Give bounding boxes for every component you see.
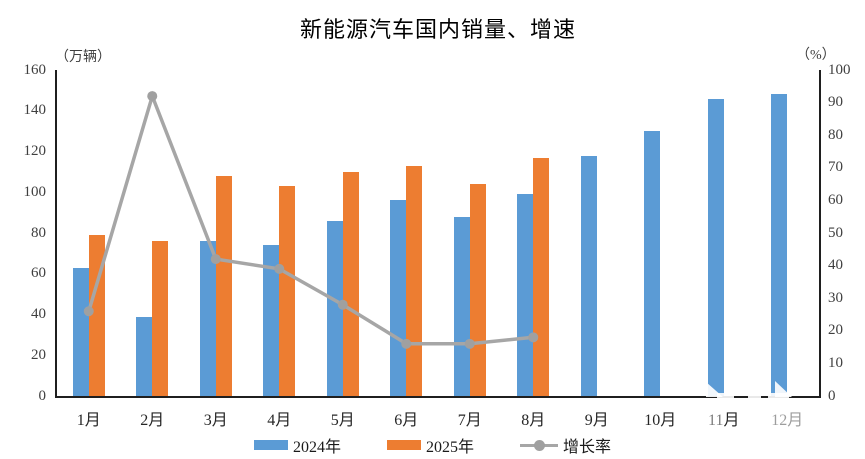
right-axis-tick-label: 80 (828, 126, 843, 143)
chart-title: 新能源汽车国内销量、增速 (299, 17, 576, 42)
left-axis-tick-label: 0 (38, 387, 47, 404)
legend: 2024年 2025年 增长率 (0, 433, 865, 457)
legend-label: 2025年 (425, 439, 474, 456)
left-axis-tick-label: 140 (23, 102, 47, 119)
x-axis-label: 10月 (644, 412, 677, 429)
watermark-shape (717, 393, 734, 402)
bar-2024年-4月 (263, 245, 280, 396)
watermark-shape (748, 393, 761, 402)
growth-rate-point (147, 91, 158, 102)
bar-2025年-2月 (152, 241, 169, 396)
bar-2024年-2月 (136, 316, 153, 396)
x-axis-label: 6月 (394, 412, 419, 429)
bar-2024年-5月 (326, 220, 343, 396)
bar-2025年-3月 (215, 175, 232, 396)
x-axis-label: 1月 (76, 412, 101, 429)
x-axis-label: 8月 (521, 412, 546, 429)
growth-rate-point (528, 332, 539, 343)
right-axis-tick-label: 20 (828, 322, 843, 339)
plot-area (57, 70, 819, 396)
x-axis-label: 3月 (203, 412, 228, 429)
x-axis-label: 7月 (457, 412, 482, 429)
right-axis-tick-label: 40 (828, 257, 843, 274)
left-axis-tick-label: 120 (23, 143, 47, 159)
growth-rate-point (83, 306, 94, 317)
legend-item-增长率: 增长率 (520, 433, 611, 457)
growth-rate-point (274, 263, 285, 274)
watermark-shape (768, 393, 789, 402)
bar-2025年-4月 (279, 186, 296, 396)
right-axis-tick-label: 50 (828, 224, 843, 241)
bar-2024年-9月 (580, 155, 597, 396)
bar-2024年-8月 (517, 194, 534, 396)
bar-2024年-11月 (707, 98, 724, 396)
bar-2024年-3月 (199, 241, 216, 396)
right-axis-tick-label: 100 (828, 61, 851, 78)
growth-rate-line (83, 90, 539, 349)
growth-rate-point (464, 338, 475, 349)
x-axis-line (55, 396, 821, 398)
legend-line-marker-icon (520, 439, 558, 451)
right-axis-tick-label: 0 (828, 387, 836, 404)
x-axis-label: 9月 (584, 412, 609, 429)
legend-label: 2024年 (292, 439, 341, 456)
right-axis-tick-label: 90 (828, 94, 843, 111)
right-axis-tick-label: 70 (828, 159, 843, 176)
left-axis-tick-label: 20 (31, 346, 46, 363)
watermark-shape (699, 403, 723, 427)
growth-rate-point (210, 254, 221, 265)
growth-rate-point (401, 338, 412, 349)
bar-2024年-7月 (453, 216, 470, 396)
right-axis-line (819, 70, 821, 398)
bar-2025年-6月 (406, 165, 423, 396)
bar-2024年-1月 (72, 267, 89, 396)
x-axis-label: 11月 (708, 412, 740, 429)
right-axis-tick-label: 30 (828, 289, 843, 306)
left-axis-tick-label: 60 (31, 265, 46, 282)
legend-item-2024年: 2024年 (253, 433, 341, 457)
left-axis-unit-label: （万辆） (55, 50, 111, 65)
x-axis-label: 2月 (140, 412, 165, 429)
x-axis-label: 5月 (330, 412, 355, 429)
left-axis-tick-label: 80 (31, 224, 46, 241)
right-axis-unit-label: （%） (796, 48, 836, 63)
legend-label: 增长率 (563, 439, 612, 456)
watermark-shape (757, 403, 809, 427)
bar-2025年-5月 (342, 171, 359, 396)
growth-rate-point (337, 299, 348, 310)
bar-2024年-10月 (644, 131, 661, 396)
legend-item-2025年: 2025年 (386, 433, 474, 457)
bar-2024年-6月 (390, 200, 407, 396)
growth-rate-polyline (87, 90, 534, 346)
x-axis-label: 4月 (267, 412, 292, 429)
legend-swatch-icon (386, 440, 421, 450)
bar-2024年-12月 (771, 94, 788, 396)
left-axis-tick-label: 100 (23, 183, 47, 200)
right-axis-tick-label: 10 (828, 354, 843, 371)
right-axis-tick-label: 60 (828, 191, 843, 208)
left-axis-line (55, 70, 57, 398)
left-axis-tick-label: 40 (31, 306, 46, 322)
legend-swatch-icon (253, 440, 288, 450)
left-axis-tick-label: 160 (23, 61, 47, 78)
